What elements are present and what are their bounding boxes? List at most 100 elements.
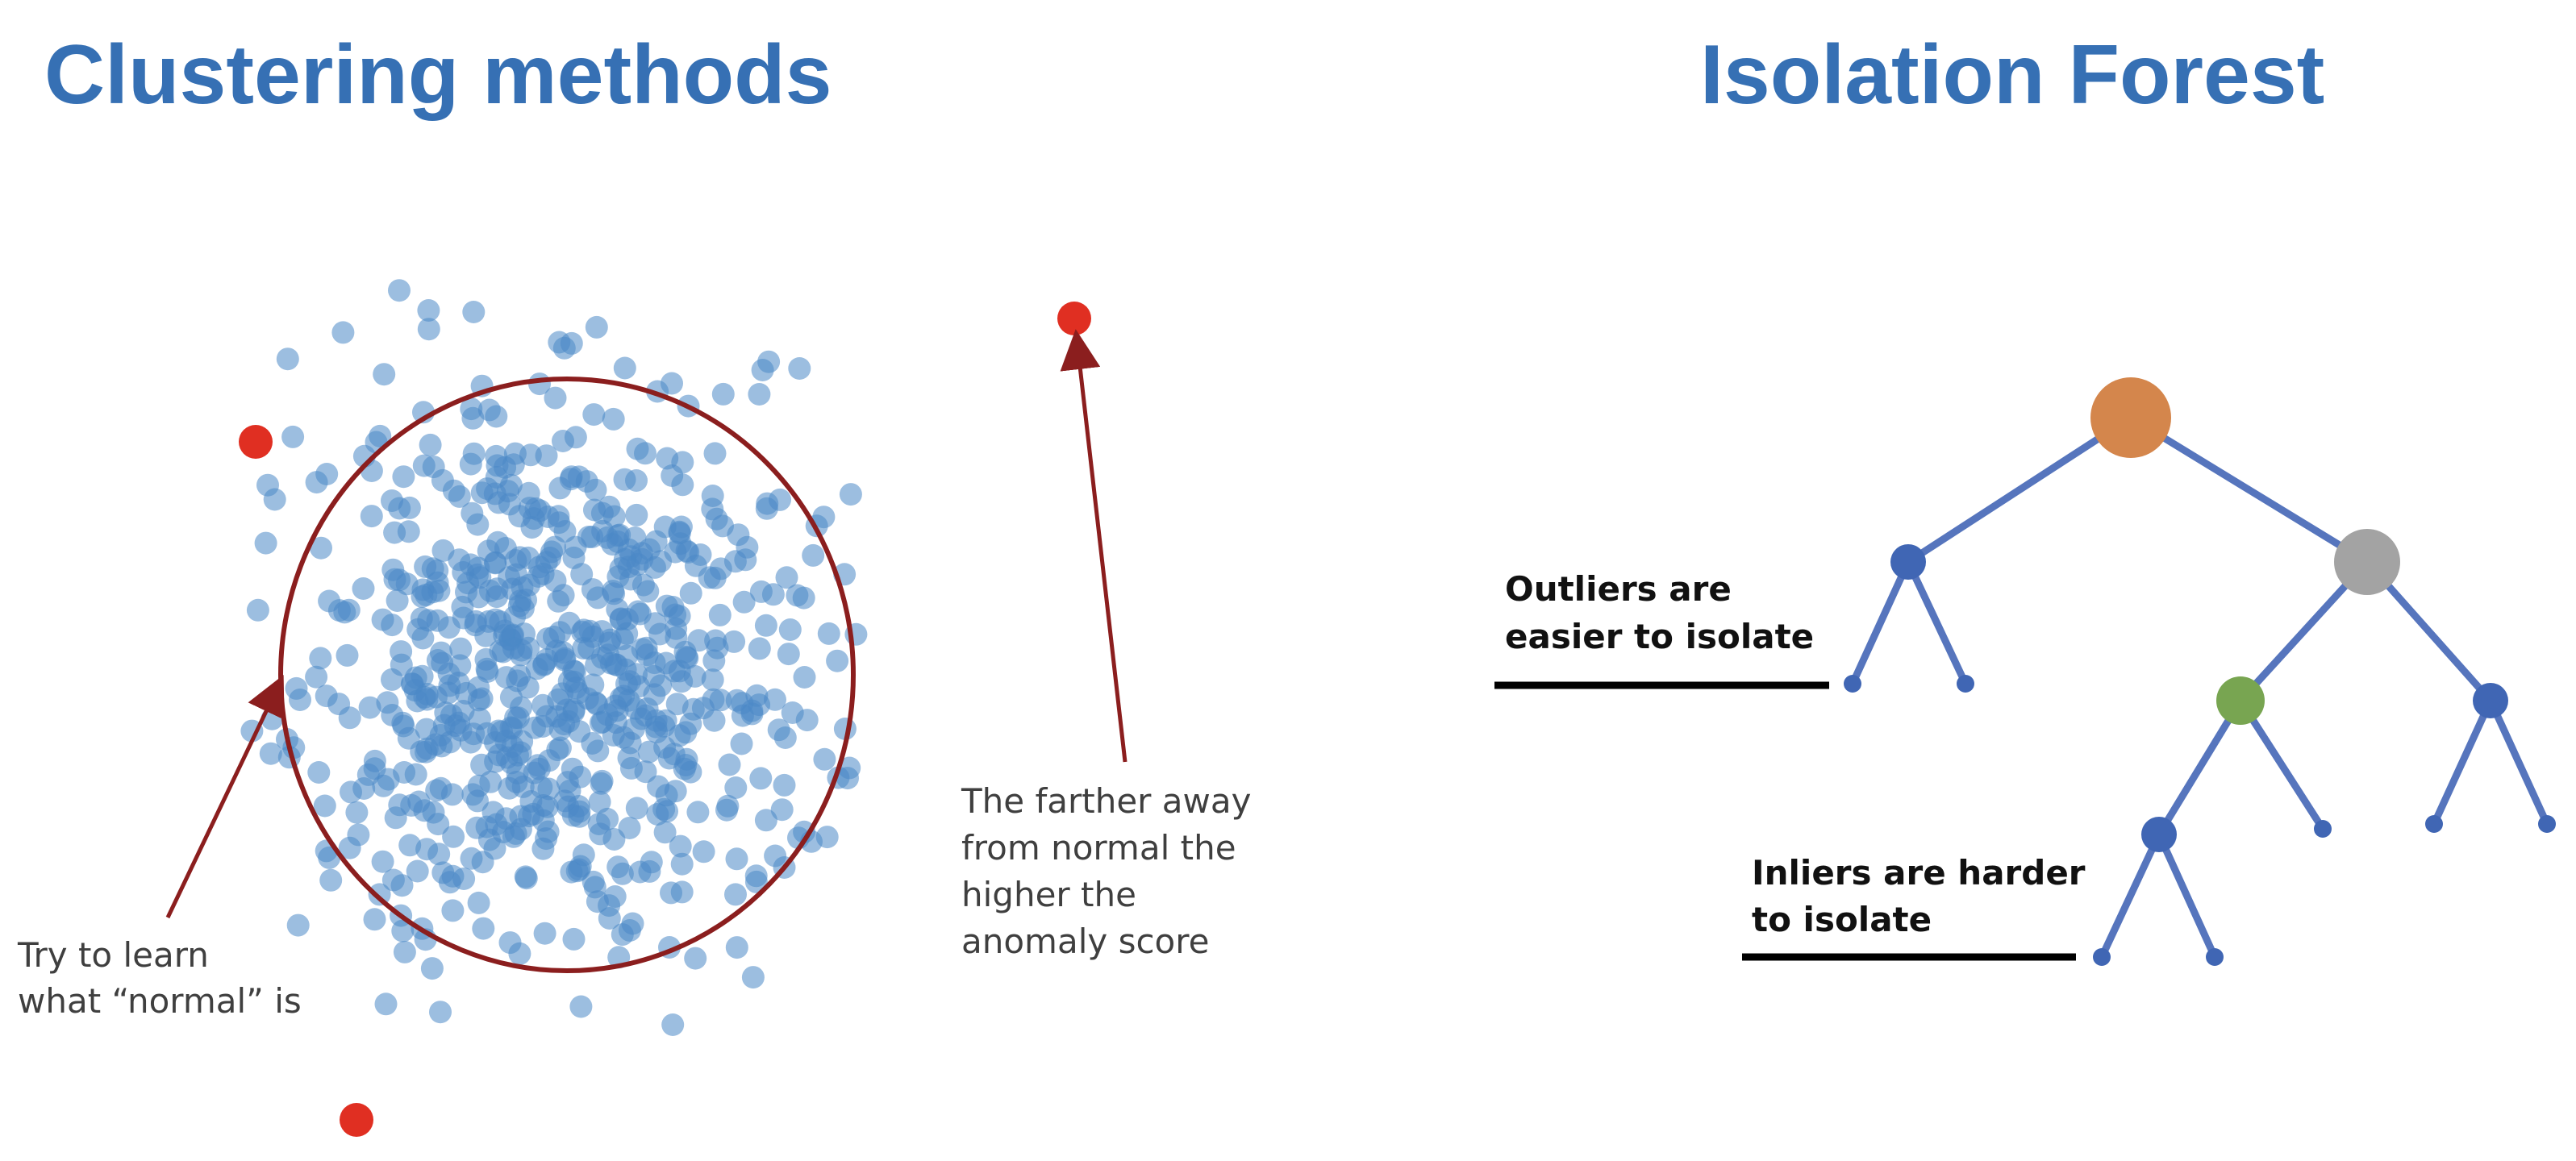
cluster-point bbox=[467, 891, 490, 914]
cluster-point bbox=[795, 709, 819, 732]
cluster-point bbox=[585, 315, 608, 339]
cluster-point bbox=[448, 711, 470, 734]
cluster-point bbox=[625, 503, 648, 526]
cluster-point bbox=[598, 495, 621, 518]
cluster-point bbox=[331, 321, 355, 344]
cluster-point bbox=[466, 563, 489, 586]
cluster-point bbox=[756, 492, 779, 515]
cluster-point bbox=[427, 843, 451, 866]
cluster-point bbox=[484, 750, 507, 773]
cluster-point bbox=[368, 883, 391, 906]
cluster-point bbox=[381, 489, 403, 512]
cluster-point bbox=[724, 883, 747, 906]
cluster-point bbox=[627, 600, 650, 623]
cluster-point bbox=[460, 397, 483, 421]
cluster-point bbox=[654, 709, 677, 732]
cluster-point bbox=[730, 732, 753, 755]
cluster-point bbox=[598, 907, 621, 930]
cluster-point bbox=[371, 850, 394, 873]
cluster-point bbox=[773, 773, 796, 797]
cluster-point bbox=[496, 480, 519, 503]
cluster-point bbox=[427, 813, 450, 836]
cluster-point bbox=[338, 836, 361, 859]
cluster-point bbox=[646, 803, 669, 826]
cluster-point bbox=[590, 710, 614, 734]
cluster-point bbox=[390, 874, 414, 897]
cluster-point bbox=[581, 870, 605, 893]
cluster-point bbox=[711, 382, 735, 406]
cluster-point bbox=[417, 318, 440, 341]
tree-node bbox=[1890, 544, 1926, 580]
cluster-point bbox=[285, 676, 308, 700]
cluster-point bbox=[792, 586, 815, 610]
cluster-point bbox=[315, 463, 339, 485]
cluster-point bbox=[259, 742, 282, 765]
cluster-point bbox=[286, 913, 310, 937]
caption-inliers: Inliers are harder to isolate bbox=[1752, 853, 2097, 939]
cluster-point bbox=[429, 1001, 452, 1024]
tree-edge bbox=[1904, 558, 1970, 688]
tree-edge bbox=[2155, 830, 2219, 961]
cluster-point bbox=[327, 599, 351, 622]
cluster-point bbox=[449, 637, 473, 660]
cluster-point bbox=[565, 676, 588, 700]
cluster-point bbox=[373, 363, 396, 386]
cluster-point bbox=[702, 709, 726, 732]
cluster-point bbox=[442, 825, 465, 848]
cluster-point bbox=[479, 770, 502, 793]
cluster-point bbox=[254, 531, 277, 555]
tree-leaf bbox=[2425, 815, 2443, 833]
cluster-point bbox=[515, 867, 538, 890]
cluster-point bbox=[817, 622, 840, 645]
cluster-point bbox=[679, 581, 702, 605]
cluster-point bbox=[537, 749, 561, 772]
cluster-point bbox=[826, 649, 849, 672]
cluster-point bbox=[748, 637, 771, 660]
cluster-point bbox=[703, 566, 727, 589]
cluster-point bbox=[533, 922, 556, 945]
tree-edge bbox=[1904, 414, 2135, 566]
cluster-point bbox=[327, 693, 351, 716]
tree-edge bbox=[1849, 558, 1912, 688]
cluster-point bbox=[503, 605, 527, 628]
cluster-point bbox=[532, 652, 556, 676]
caption-outliers: Outliers are easier to isolate bbox=[1505, 569, 1814, 656]
tree-edge bbox=[2155, 697, 2245, 838]
cluster-point bbox=[552, 430, 574, 452]
cluster-point bbox=[381, 614, 404, 637]
cluster-point bbox=[684, 947, 707, 970]
cluster-point bbox=[523, 716, 546, 739]
cluster-point bbox=[441, 899, 465, 922]
caption-anomaly: The farther away from normal the higher … bbox=[961, 781, 1262, 961]
cluster-point bbox=[386, 589, 409, 612]
isolation-tree bbox=[1849, 414, 2551, 961]
cluster-point bbox=[465, 816, 489, 839]
cluster-point bbox=[506, 743, 529, 767]
cluster-point bbox=[397, 726, 420, 750]
cluster-point bbox=[548, 621, 572, 644]
cluster-point bbox=[544, 386, 567, 410]
cluster-point bbox=[551, 641, 574, 664]
cluster-point bbox=[701, 497, 724, 521]
cluster-point bbox=[615, 644, 639, 668]
cluster-point bbox=[388, 279, 411, 302]
cluster-point bbox=[363, 749, 386, 772]
cluster-point bbox=[281, 425, 305, 448]
cluster-point bbox=[313, 794, 336, 818]
cluster-point bbox=[674, 721, 698, 744]
cluster-point bbox=[412, 454, 436, 477]
cluster-point bbox=[613, 468, 636, 491]
cluster-point bbox=[461, 783, 485, 806]
cluster-point bbox=[636, 697, 659, 721]
cluster-point bbox=[568, 805, 591, 828]
cluster-point bbox=[429, 776, 452, 800]
tree-node bbox=[2334, 529, 2400, 595]
cluster-point bbox=[404, 763, 427, 786]
cluster-point bbox=[602, 407, 625, 431]
cluster-point bbox=[415, 688, 439, 711]
cluster-point bbox=[518, 497, 541, 520]
tree-node bbox=[2473, 683, 2508, 718]
cluster-point bbox=[813, 747, 836, 771]
cluster-point bbox=[415, 718, 438, 741]
cluster-point bbox=[360, 505, 383, 528]
